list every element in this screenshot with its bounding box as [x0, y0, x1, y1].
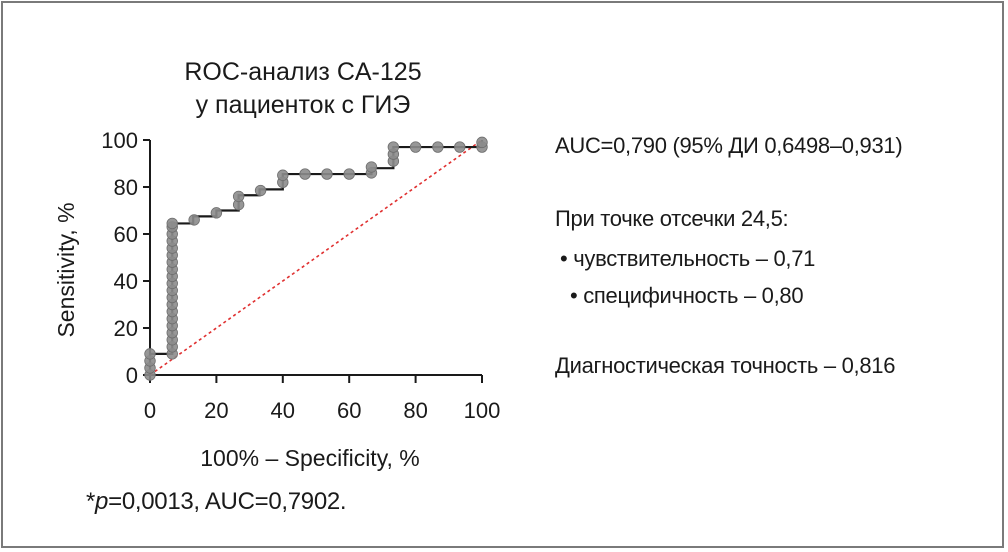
y-tick-label: 40: [114, 269, 138, 294]
sensitivity-annotation: • чувствительность – 0,71: [560, 246, 816, 271]
footnote-star: *: [86, 488, 96, 515]
y-tick-label: 20: [114, 316, 138, 341]
chart-ticks: 0 20 40 60 80 100 0 20 40 60 80 100: [101, 128, 500, 423]
roc-data-point: [210, 207, 223, 219]
footnote-rest: =0,0013, AUC=0,7902.: [108, 488, 347, 515]
y-axis-title: Sensitivity, %: [53, 202, 79, 337]
accuracy-annotation: Диагностическая точность – 0,816: [555, 353, 896, 378]
y-tick-label: 60: [114, 222, 138, 247]
roc-data-point: [432, 141, 444, 153]
roc-data-point: [343, 168, 355, 180]
roc-data-point: [232, 190, 245, 203]
roc-data-point: [476, 136, 488, 149]
x-tick-label: 60: [337, 398, 361, 423]
x-tick-label: 20: [204, 398, 228, 423]
x-tick-label: 40: [271, 398, 295, 423]
specificity-annotation: • специфичность – 0,80: [570, 283, 804, 308]
footnote-p-symbol: p: [95, 488, 109, 515]
roc-data-point: [387, 141, 400, 153]
roc-data-point: [321, 168, 333, 180]
roc-data-point: [254, 184, 267, 197]
x-axis-title: 100% – Specificity, %: [200, 445, 419, 471]
roc-data-point: [409, 141, 422, 153]
reference-diagonal-line: [149, 139, 483, 376]
roc-data-point: [144, 348, 156, 360]
auc-annotation: AUC=0,790 (95% ДИ 0,6498–0,931): [555, 133, 903, 158]
x-tick-label: 0: [144, 398, 156, 423]
chart-title-line-2: у пациенток с ГИЭ: [196, 91, 411, 119]
chart-axes: [149, 140, 482, 376]
roc-data-point: [188, 214, 200, 226]
cutoff-annotation: При точке отсечки 24,5:: [555, 206, 789, 231]
roc-data-point: [166, 217, 178, 230]
roc-markers-group: [144, 136, 488, 381]
roc-data-point: [365, 161, 378, 173]
x-tick-label: 100: [464, 398, 501, 423]
y-tick-label: 0: [126, 363, 138, 388]
roc-data-point: [277, 169, 289, 181]
x-tick-label: 80: [403, 398, 427, 423]
y-tick-label: 80: [114, 175, 138, 200]
chart-title-line-1: ROC-анализ CA-125: [184, 58, 421, 86]
reference-line-group: [149, 139, 483, 376]
footnote: *p=0,0013, AUC=0,7902.: [86, 488, 347, 516]
roc-data-point: [299, 168, 311, 180]
roc-data-point: [454, 141, 466, 153]
y-tick-label: 100: [101, 128, 138, 153]
